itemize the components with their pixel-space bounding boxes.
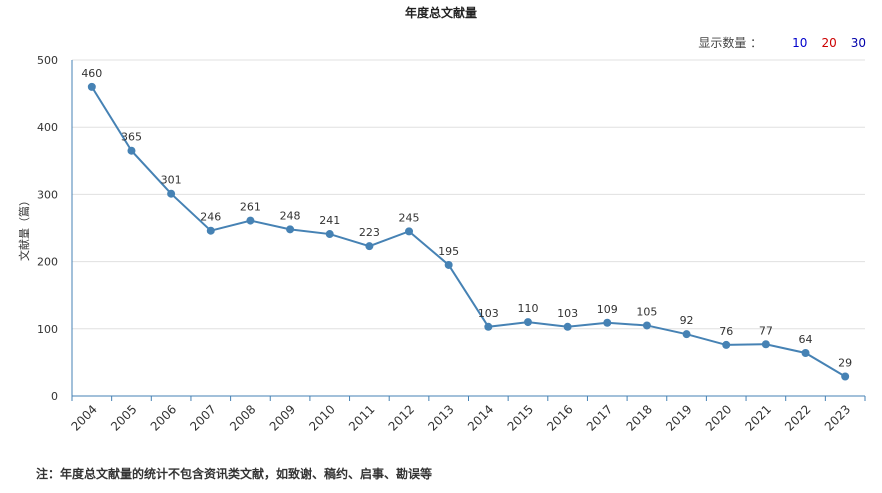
x-tick-label: 2021: [742, 402, 773, 433]
data-point: [206, 226, 215, 235]
y-tick-label: 500: [37, 54, 58, 67]
data-label: 365: [121, 131, 142, 144]
x-tick-label: 2012: [386, 402, 417, 433]
data-point: [87, 82, 96, 91]
series-line: [90, 86, 846, 378]
x-tick-label: 2013: [425, 402, 456, 433]
data-point: [286, 225, 295, 234]
x-tick-label: 2023: [822, 402, 853, 433]
data-label: 261: [240, 201, 261, 214]
footnote: 注：年度总文献量的统计不包含资讯类文献，如致谢、稿约、启事、勘误等: [36, 467, 433, 481]
x-tick-label: 2007: [187, 402, 218, 433]
data-label: 248: [280, 209, 301, 222]
data-label: 64: [799, 333, 813, 346]
data-label: 460: [81, 67, 102, 80]
data-point: [523, 318, 532, 327]
data-point: [127, 146, 136, 155]
data-label: 223: [359, 226, 380, 239]
x-tick-label: 2008: [227, 402, 258, 433]
x-tick-label: 2018: [624, 402, 655, 433]
data-label: 301: [161, 174, 182, 187]
data-point: [365, 242, 374, 251]
x-tick-label: 2010: [306, 402, 337, 433]
display-count-20-option[interactable]: 20: [821, 35, 837, 50]
data-point: [484, 322, 493, 331]
data-label: 245: [399, 211, 420, 224]
x-tick-label: 2004: [68, 402, 99, 433]
x-tick-label: 2016: [544, 402, 575, 433]
display-count-label: 显示数量 ：: [698, 36, 763, 50]
data-label: 109: [597, 303, 618, 316]
data-point: [563, 322, 572, 331]
data-label: 76: [719, 325, 733, 338]
x-tick-label: 2011: [346, 402, 377, 433]
y-axis-label: 文献量（篇）: [17, 195, 31, 261]
data-point: [246, 216, 255, 225]
data-label: 103: [478, 307, 499, 320]
x-tick-label: 2014: [465, 402, 496, 433]
x-tick-label: 2015: [505, 402, 536, 433]
x-tick-label: 2006: [148, 402, 179, 433]
display-count-30-option[interactable]: 30: [850, 35, 866, 50]
display-count-selector: 显示数量 ： 10 20 30: [698, 34, 866, 51]
y-tick-label: 100: [37, 323, 58, 336]
data-label: 246: [200, 211, 221, 224]
data-label: 77: [759, 324, 773, 337]
y-tick-label: 200: [37, 256, 58, 269]
data-point: [801, 348, 810, 357]
x-tick-label: 2005: [108, 402, 139, 433]
y-tick-label: 300: [37, 188, 58, 201]
data-label: 92: [680, 314, 694, 327]
data-label: 105: [636, 305, 657, 318]
x-tick-label: 2020: [703, 402, 734, 433]
data-point: [405, 227, 414, 236]
data-label: 195: [438, 245, 459, 258]
x-tick-label: 2009: [267, 402, 298, 433]
data-point: [167, 189, 176, 198]
data-point: [603, 318, 612, 327]
display-count-10-option[interactable]: 10: [792, 35, 808, 50]
x-tick-label: 2017: [584, 402, 615, 433]
data-point: [325, 230, 334, 239]
x-tick-label: 2022: [782, 402, 813, 433]
y-tick-label: 0: [51, 390, 58, 403]
data-label: 241: [319, 214, 340, 227]
data-point: [841, 372, 850, 381]
data-label: 110: [517, 302, 538, 315]
data-point: [682, 330, 691, 339]
data-point: [761, 340, 770, 349]
data-point: [642, 321, 651, 330]
y-tick-label: 400: [37, 121, 58, 134]
data-label: 103: [557, 307, 578, 320]
x-tick-label: 2019: [663, 402, 694, 433]
data-point: [444, 260, 453, 269]
chart-title: 年度总文献量: [404, 6, 477, 20]
data-label: 29: [838, 357, 852, 370]
data-point: [722, 340, 731, 349]
